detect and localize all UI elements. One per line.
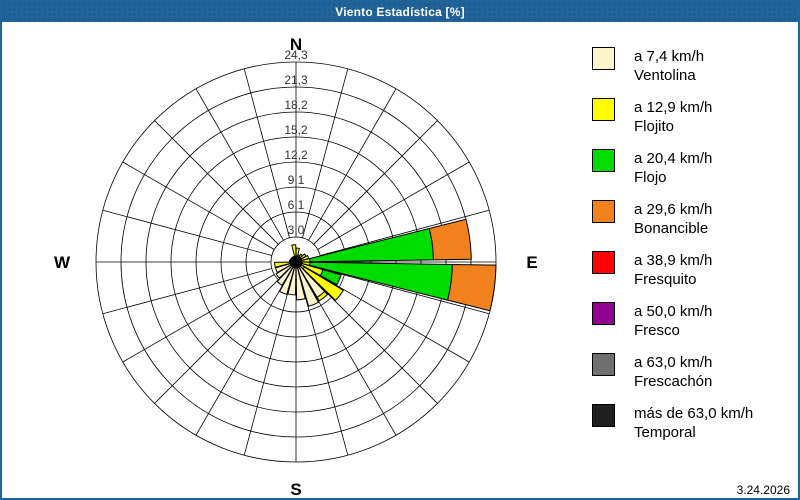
grid-spoke <box>308 283 397 436</box>
wind-sector-bar <box>319 269 342 286</box>
grid-spoke <box>308 88 397 241</box>
grid-spoke <box>102 268 272 315</box>
grid-spoke <box>317 161 470 250</box>
grid-spoke <box>195 283 284 436</box>
wind-sector-bar <box>302 266 345 302</box>
title-bar: Viento Estadística [%] <box>2 2 798 22</box>
grid-spoke <box>195 88 284 241</box>
grid-spoke <box>122 274 275 363</box>
ring-label: 3,0 <box>288 223 305 237</box>
wind-sector-bar <box>276 261 297 286</box>
grid-spoke <box>243 286 290 456</box>
grid-spoke <box>302 68 349 238</box>
ring-label: 12,2 <box>284 148 308 162</box>
compass-east-label: E <box>526 253 537 272</box>
grid-spoke <box>320 209 490 256</box>
grid-spoke <box>154 120 279 245</box>
compass-south-label: S <box>290 480 301 499</box>
grid-spoke <box>313 120 438 245</box>
grid-spoke <box>102 209 272 256</box>
wind-sector-bar <box>447 263 497 312</box>
wind-sector-bar <box>308 227 434 263</box>
wind-sector-bar <box>316 290 329 302</box>
wind-sector-bar <box>278 261 297 296</box>
ring-label: 21,3 <box>284 73 308 87</box>
grid-spoke <box>122 161 275 250</box>
compass-west-label: W <box>54 253 71 272</box>
compass-north-label: N <box>290 35 302 54</box>
wind-sector-bar <box>428 218 472 261</box>
ring-label: 18,2 <box>284 98 308 112</box>
grid-spoke <box>317 274 470 363</box>
wind-sector-bar <box>295 261 320 307</box>
grid-spoke <box>320 268 490 315</box>
rose-center <box>289 255 303 269</box>
ring-label: 15,2 <box>284 123 308 137</box>
wind-rose-chart: 3,0 6,1 9,1 12,2 15,2 18,2 21,3 24,3 N E S W a 7,4 … <box>2 22 798 499</box>
grid-spoke <box>243 68 290 238</box>
ring-label: 24,3 <box>284 48 308 62</box>
ring-label: 9,1 <box>288 173 305 187</box>
wind-rose-plot: 3,0 6,1 9,1 12,2 15,2 18,2 21,3 24,3N E S W <box>54 35 538 499</box>
grid-spoke <box>154 279 279 404</box>
wind-sector-bar <box>295 261 306 301</box>
window-title: Viento Estadística [%] <box>335 5 465 19</box>
ring-label: 6,1 <box>288 198 305 212</box>
grid-spoke <box>302 286 349 456</box>
grid-spoke <box>313 279 438 404</box>
date-stamp: 3.24.2026 <box>736 483 790 497</box>
